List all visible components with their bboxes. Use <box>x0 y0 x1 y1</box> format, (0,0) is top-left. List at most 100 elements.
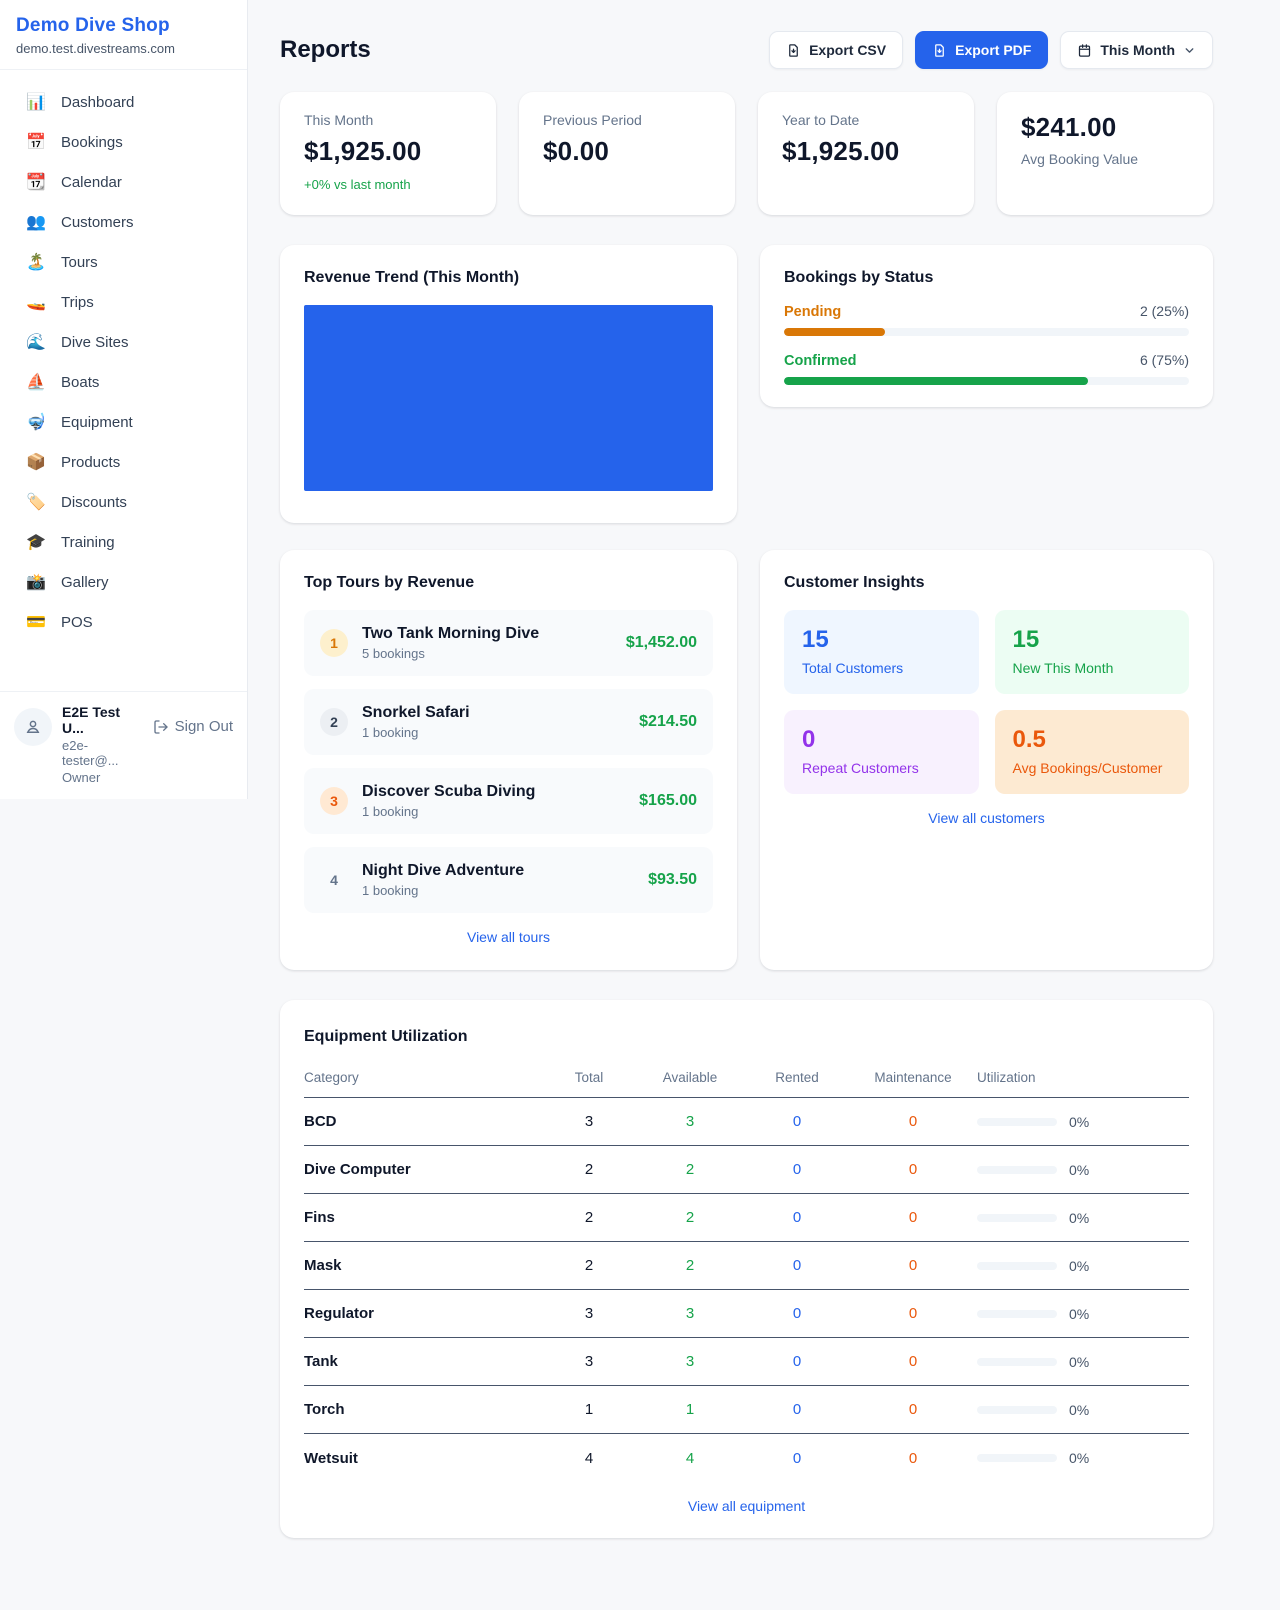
cell-maintenance: 0 <box>908 1449 918 1467</box>
view-all-equipment-link[interactable]: View all equipment <box>687 1498 806 1514</box>
col-total: Total <box>574 1070 604 1085</box>
cell-available: 2 <box>685 1257 695 1274</box>
tile-label: New This Month <box>1012 660 1114 676</box>
cell-category: Mask <box>304 1257 342 1274</box>
insight-tiles: 15 Total Customers 15 New This Month 0 R… <box>784 610 1189 794</box>
utilization-percent: 0% <box>1069 1113 1090 1130</box>
export-csv-label: Export CSV <box>809 42 887 58</box>
sidebar-item-boats[interactable]: ⛵ Boats <box>8 362 239 402</box>
cell-available: 3 <box>685 1353 695 1370</box>
tours-icon: 🏝️ <box>26 254 46 271</box>
sidebar-item-trips[interactable]: 🚤 Trips <box>8 282 239 322</box>
boats-icon: ⛵ <box>26 374 46 391</box>
view-all-tours-link[interactable]: View all tours <box>466 929 550 945</box>
page-title: Reports <box>280 36 371 63</box>
user-email: e2e-tester@... <box>62 738 119 768</box>
utilization-percent: 0% <box>1069 1209 1090 1226</box>
cell-category: Dive Computer <box>304 1161 411 1178</box>
export-pdf-label: Export PDF <box>955 42 1032 58</box>
tour-bookings: 1 booking <box>362 804 419 819</box>
sidebar-item-equipment[interactable]: 🤿 Equipment <box>8 402 239 442</box>
tile-value: 0.5 <box>1012 726 1046 753</box>
period-dropdown[interactable]: This Month <box>1060 31 1213 69</box>
gallery-icon: 📸 <box>26 574 46 591</box>
sidebar-item-bookings[interactable]: 📅 Bookings <box>8 122 239 162</box>
cell-total: 3 <box>584 1113 594 1130</box>
utilization-bar-track <box>977 1261 1057 1270</box>
utilization-bar-track <box>977 1117 1057 1126</box>
cell-category: Tank <box>304 1353 338 1370</box>
stat-card-previous-period: Previous Period $0.00 <box>519 92 735 215</box>
row-trend-status: Revenue Trend (This Month) Bookings by S… <box>280 245 1213 523</box>
rank-badge: 3 <box>320 787 348 815</box>
sign-out-label: Sign Out <box>174 718 233 735</box>
sidebar-item-label: POS <box>61 613 93 631</box>
cell-available: 2 <box>685 1161 695 1178</box>
calendar-icon: 📆 <box>26 174 46 191</box>
export-csv-button[interactable]: Export CSV <box>769 31 904 69</box>
table-row: Mask 2 2 0 0 0% <box>304 1242 1189 1290</box>
cell-category: Torch <box>304 1401 345 1418</box>
cell-total: 2 <box>584 1257 594 1274</box>
cell-category: Regulator <box>304 1305 375 1322</box>
utilization-percent: 0% <box>1069 1305 1090 1322</box>
sidebar-item-dashboard[interactable]: 📊 Dashboard <box>8 82 239 122</box>
cell-category: BCD <box>304 1113 337 1130</box>
sidebar-item-training[interactable]: 🎓 Training <box>8 522 239 562</box>
view-all-customers-link[interactable]: View all customers <box>928 810 1045 826</box>
sidebar-item-discounts[interactable]: 🏷️ Discounts <box>8 482 239 522</box>
sidebar-item-customers[interactable]: 👥 Customers <box>8 202 239 242</box>
tile-avg-bookings-customer: 0.5 Avg Bookings/Customer <box>994 710 1189 794</box>
status-count-confirmed: 6 (75%) <box>1139 352 1189 368</box>
sidebar-item-calendar[interactable]: 📆 Calendar <box>8 162 239 202</box>
tour-name: Two Tank Morning Dive <box>362 625 540 642</box>
sidebar-item-products[interactable]: 📦 Products <box>8 442 239 482</box>
sidebar-item-pos[interactable]: 💳 POS <box>8 602 239 642</box>
pos-icon: 💳 <box>26 614 46 631</box>
tile-label: Total Customers <box>802 660 904 676</box>
trips-icon: 🚤 <box>26 294 46 311</box>
tour-bookings: 1 booking <box>362 883 419 898</box>
cell-available: 4 <box>685 1449 695 1467</box>
sign-out-button[interactable]: Sign Out <box>153 718 233 735</box>
tour-list: 1 Two Tank Morning Dive 5 bookings $1,45… <box>304 610 713 913</box>
status-bar-track <box>784 328 1189 336</box>
col-rented: Rented <box>775 1070 819 1085</box>
cell-utilization: 0% <box>977 1162 1189 1178</box>
customer-insights-card: Customer Insights 15 Total Customers 15 … <box>760 550 1213 970</box>
table-row: BCD 3 3 0 0 0% <box>304 1098 1189 1146</box>
rank-badge: 2 <box>320 708 348 736</box>
sidebar-item-gallery[interactable]: 📸 Gallery <box>8 562 239 602</box>
stat-label: Previous Period <box>543 112 642 128</box>
customers-icon: 👥 <box>26 214 46 231</box>
status-row-pending: Pending 2 (25%) <box>784 303 1189 336</box>
rank-badge: 1 <box>320 629 348 657</box>
tile-total-customers: 15 Total Customers <box>784 610 979 694</box>
export-pdf-button[interactable]: Export PDF <box>915 31 1049 69</box>
cell-utilization: 0% <box>977 1450 1189 1466</box>
sidebar-item-dive-sites[interactable]: 🌊 Dive Sites <box>8 322 239 362</box>
sidebar-item-label: Customers <box>61 213 134 231</box>
utilization-percent: 0% <box>1069 1161 1090 1178</box>
tour-name: Snorkel Safari <box>362 704 470 721</box>
stat-label: Avg Booking Value <box>1021 151 1139 167</box>
training-icon: 🎓 <box>26 534 46 551</box>
sidebar-item-label: Trips <box>61 293 94 311</box>
cell-category: Wetsuit <box>304 1449 358 1467</box>
cell-maintenance: 0 <box>908 1353 918 1370</box>
revenue-trend-card: Revenue Trend (This Month) <box>280 245 737 523</box>
tour-name: Discover Scuba Diving <box>362 783 536 800</box>
table-row: Fins 2 2 0 0 0% <box>304 1194 1189 1242</box>
user-area: E2E Test U... e2e-tester@... Owner Sign … <box>0 691 247 799</box>
brand-domain: demo.test.divestreams.com <box>16 41 175 56</box>
cell-rented: 0 <box>792 1161 802 1178</box>
customer-insights-title: Customer Insights <box>784 574 925 591</box>
equipment-table-body: BCD 3 3 0 0 0% Dive Computer 2 2 0 0 0% … <box>304 1098 1189 1482</box>
tile-value: 15 <box>802 626 829 653</box>
utilization-bar-track <box>977 1357 1057 1366</box>
tour-revenue: $1,452.00 <box>625 634 697 651</box>
header-actions: Export CSV Export PDF This Month <box>769 31 1213 69</box>
utilization-bar-track <box>977 1454 1057 1462</box>
sidebar-item-label: Training <box>61 533 115 551</box>
sidebar-item-tours[interactable]: 🏝️ Tours <box>8 242 239 282</box>
